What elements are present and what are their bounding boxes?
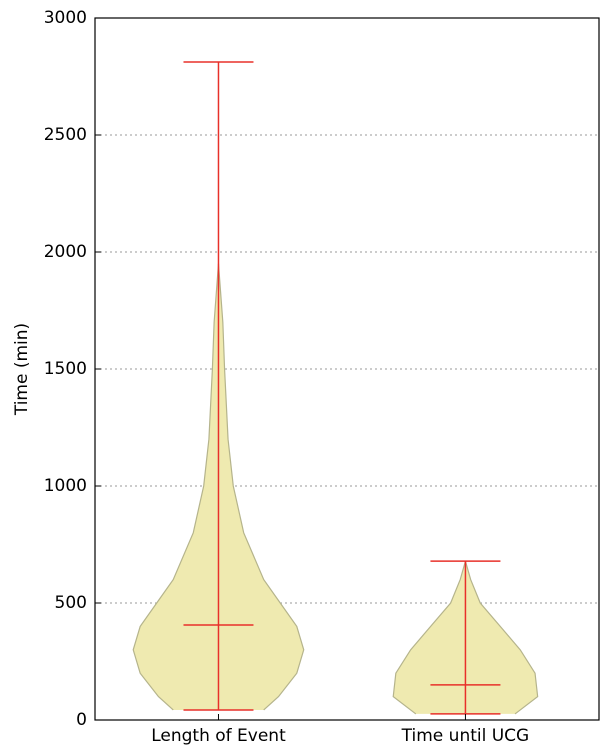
violin-edge <box>217 263 305 711</box>
y-tick-label: 0 <box>76 710 87 730</box>
y-axis-label: Time (min) <box>12 323 32 416</box>
x-tick-label: Time until UCG <box>401 726 530 746</box>
y-tick-label: 2000 <box>44 242 87 262</box>
y-tick-label: 3000 <box>44 8 87 28</box>
y-tick-label: 1000 <box>44 476 87 496</box>
y-tick-label: 2500 <box>44 125 87 145</box>
violin-edge <box>132 263 220 711</box>
violin-edge <box>392 560 467 715</box>
x-tick-label: Length of Event <box>151 726 286 746</box>
y-tick-label: 500 <box>55 593 87 613</box>
plot-frame <box>94 17 600 721</box>
violin-edge <box>464 560 539 715</box>
y-tick-label: 1500 <box>44 359 87 379</box>
